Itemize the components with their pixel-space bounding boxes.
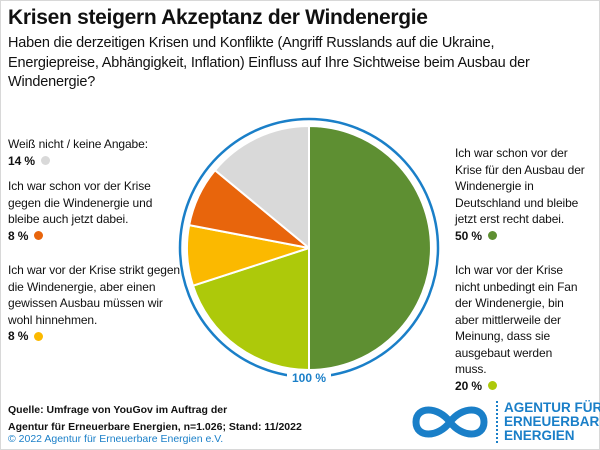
source-line: Quelle: Umfrage von YouGov im Auftrag de… (8, 404, 228, 416)
legend-dot-icon (34, 231, 44, 241)
legend-dot-icon (34, 331, 44, 341)
legend-label: Ich war schon vor der Krise gegen die Wi… (8, 179, 153, 226)
pie-chart: 100 % (178, 117, 440, 385)
survey-question: Haben die derzeitigen Krisen und Konflik… (8, 35, 530, 90)
legend-dot-icon (40, 156, 50, 166)
legend-for-stay: Ich war schon vor der Krise für den Ausb… (455, 145, 595, 244)
legend-value: 8 % (8, 329, 29, 343)
legend-against-stay: Ich war schon vor der Krise gegen die Wi… (8, 178, 178, 244)
logo-text: AGENTUR FÜR ERNEUERBARE ENERGIEN (496, 401, 600, 443)
legend-label: Ich war vor der Krise strikt gegen die W… (8, 263, 181, 327)
legend-dot-icon (487, 231, 497, 241)
legend-converted: Ich war vor der Krise nicht unbedingt ei… (455, 262, 585, 394)
infinity-logo-icon (412, 406, 488, 438)
logo-line: ENERGIEN (504, 428, 575, 443)
legend-dot-icon (487, 381, 497, 391)
legend-value: 14 % (8, 153, 35, 168)
legend-value: 50 % (455, 228, 482, 243)
legend-dontknow: Weiß nicht / keine Angabe: 14 % (8, 136, 178, 169)
logo-line: ERNEUERBARE (504, 414, 600, 429)
copyright: © 2022 Agentur für Erneuerbare Energien … (8, 433, 224, 445)
legend-label: Weiß nicht / keine Angabe: (8, 137, 148, 151)
legend-value: 20 % (455, 378, 482, 393)
page-title: Krisen steigern Akzeptanz der Windenergi… (8, 6, 428, 29)
pie-slice-4 (213, 124, 310, 251)
pie-slice-0 (308, 124, 432, 372)
logo-line: AGENTUR FÜR (504, 400, 600, 415)
source-note: Quelle: Umfrage von YouGov im Auftrag de… (8, 402, 302, 436)
legend-value: 8 % (8, 228, 29, 243)
legend-against-accept: Ich war vor der Krise strikt gegen die W… (8, 262, 183, 345)
source-line: Agentur für Erneuerbare Energien, n=1.02… (8, 421, 302, 433)
total-label: 100 % (292, 371, 326, 385)
legend-label: Ich war vor der Krise nicht unbedingt ei… (455, 263, 578, 376)
aee-logo: AGENTUR FÜR ERNEUERBARE ENERGIEN (408, 400, 600, 444)
legend-label: Ich war schon vor der Krise für den Ausb… (455, 146, 585, 226)
